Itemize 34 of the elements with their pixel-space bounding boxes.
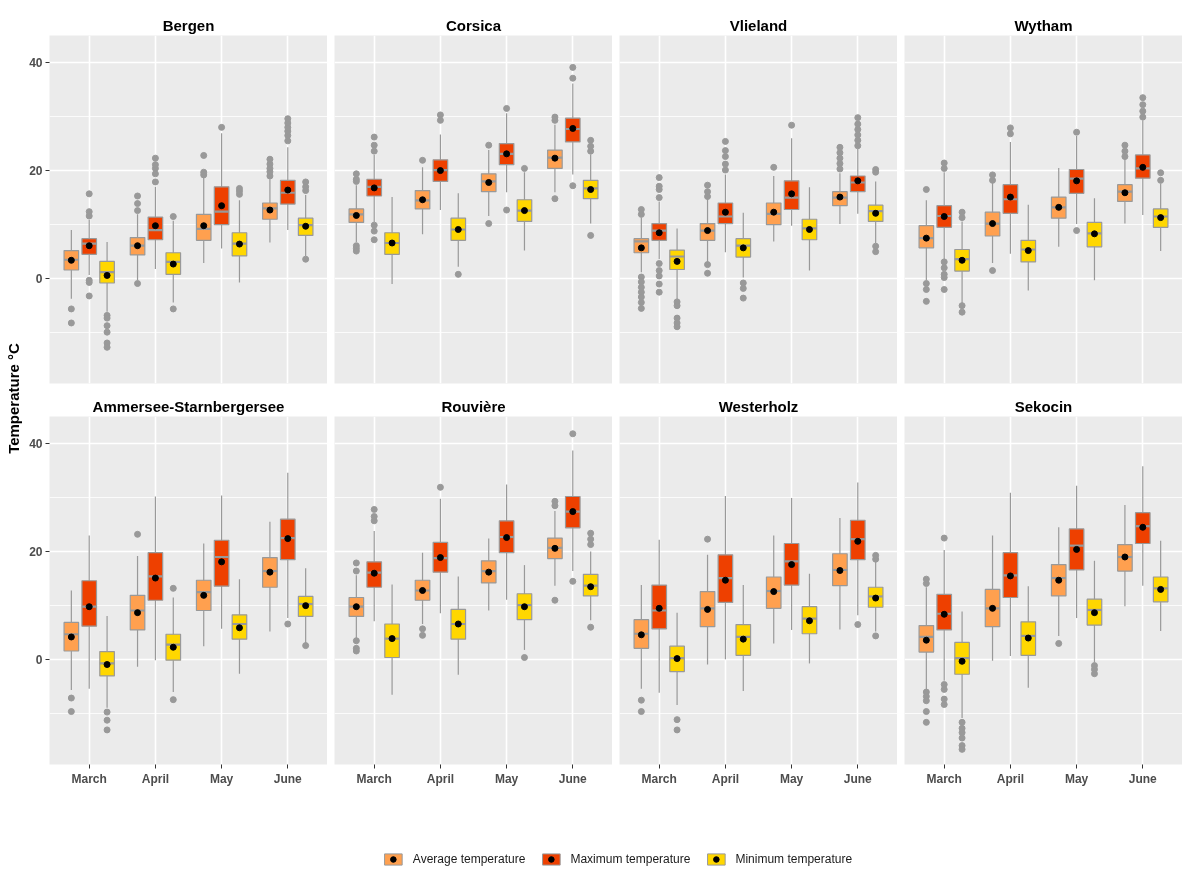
legend-label: Average temperature (412, 852, 526, 866)
x-tick-label: June (558, 771, 588, 786)
y-tick-label: 0 (35, 653, 43, 668)
y-tick-label: 0 (35, 272, 43, 287)
x-tick-label: April (711, 771, 740, 786)
x-tick-label: May (1064, 771, 1089, 786)
y-tick-label: 20 (29, 545, 43, 560)
x-tick-label: June (843, 771, 873, 786)
chart-title: Sekocin (1014, 397, 1073, 415)
x-tick-label: May (494, 771, 519, 786)
y-tick-label: 20 (29, 164, 43, 179)
x-tick-label: April (141, 771, 170, 786)
x-tick-label: April (996, 771, 1025, 786)
x-tick-label: March (71, 771, 107, 786)
x-tick-label: June (1128, 771, 1158, 786)
x-tick-label: June (273, 771, 303, 786)
chart-title: Ammersee-Starnbergersee (92, 397, 285, 415)
x-tick-label: April (426, 771, 455, 786)
y-tick-label: 40 (29, 437, 43, 452)
chart-title: Bergen (162, 16, 215, 34)
legend-label: Maximum temperature (570, 852, 691, 866)
y-tick-label: 40 (29, 56, 43, 71)
chart-title: Wytham (1014, 16, 1073, 34)
x-tick-label: March (926, 771, 962, 786)
x-tick-label: March (641, 771, 677, 786)
chart-title: Corsica (445, 16, 502, 34)
legend-label: Minimum temperature (735, 852, 853, 866)
x-tick-label: May (779, 771, 804, 786)
x-tick-label: May (209, 771, 234, 786)
chart-title: Westerholz (718, 397, 799, 415)
chart-title: Rouvière (441, 397, 506, 415)
y-axis-title: Temperature °C (5, 342, 22, 454)
chart-title: Vlieland (729, 16, 788, 34)
x-tick-label: March (356, 771, 392, 786)
